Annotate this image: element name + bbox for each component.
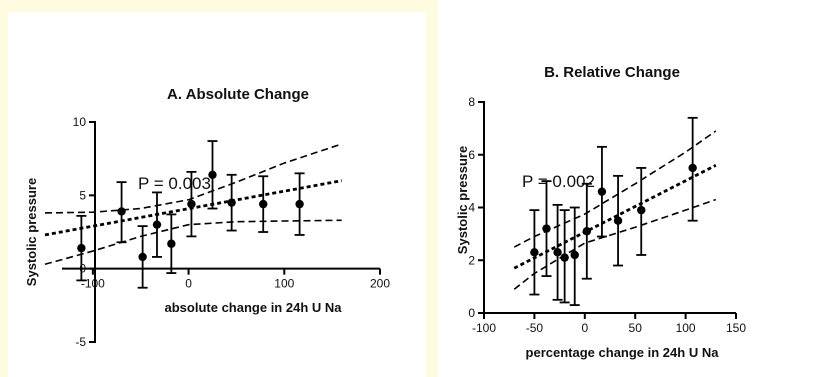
chart-a-data-point (259, 199, 268, 209)
chart-a-y-tick-label: 5 (79, 188, 86, 202)
chart-b-data-point (637, 205, 646, 215)
chart-a-data-point (117, 207, 126, 216)
chart-b-ci-upper-line (513, 130, 717, 248)
chart-panel-b: B. Relative Change Systolic pressure per… (437, 0, 817, 377)
chart-b-data-point (560, 253, 569, 262)
chart-b-data-point (530, 248, 539, 257)
chart-b-data-point (553, 248, 562, 257)
chart-b-svg: B. Relative Change Systolic pressure per… (455, 64, 746, 360)
chart-a-data-point (208, 170, 217, 179)
chart-b-x-tick-label: 50 (629, 321, 643, 335)
chart-a-ci-lower-line (44, 219, 342, 266)
chart-a-data-point (77, 243, 86, 253)
chart-b-data-point (542, 224, 551, 233)
chart-b-y-tick-label: 8 (468, 95, 475, 109)
chart-a-y-tick-label: 10 (73, 115, 87, 129)
chart-b-x-tick-label: 150 (726, 321, 746, 335)
chart-a-x-tick-label: -100 (81, 277, 105, 291)
chart-a-y-tick-label: 0 (79, 262, 86, 276)
chart-a-p-value: P = 0.003 (138, 174, 211, 193)
chart-b-data-point (582, 227, 592, 236)
chart-b-x-tick-label: -50 (526, 321, 544, 335)
chart-b-p-value: P = 0.002 (522, 172, 595, 191)
chart-panel-a: A. Absolute Change Systolic pressure abs… (8, 12, 426, 377)
chart-b-x-tick-label: -100 (472, 321, 496, 335)
chart-a-y-tick-label: -5 (75, 335, 86, 349)
chart-a-x-tick-label: 0 (185, 277, 192, 291)
chart-b-y-tick-label: 2 (468, 253, 475, 267)
chart-a-ylabel: Systolic pressure (24, 178, 39, 286)
chart-b-data-point (688, 163, 697, 173)
chart-b-y-tick-label: 6 (468, 148, 475, 162)
chart-a-ci-upper-line (44, 143, 342, 214)
chart-a-xlabel: absolute change in 24h U Na (165, 300, 343, 315)
chart-b-y-tick-label: 4 (468, 201, 475, 215)
chart-b-data-point (613, 216, 623, 225)
chart-b-data-point (597, 187, 607, 196)
chart-b-xlabel: percentage change in 24h U Na (526, 345, 720, 360)
chart-a-data-point (167, 239, 176, 248)
chart-a-data-point (187, 199, 196, 209)
chart-a-title: A. Absolute Change (167, 86, 309, 103)
chart-a-x-tick-label: 100 (274, 277, 294, 291)
chart-a-data-point (138, 252, 147, 262)
chart-b-x-tick-label: 100 (676, 321, 696, 335)
chart-a-data-point (227, 198, 236, 207)
chart-a-x-tick-label: 200 (370, 277, 390, 291)
chart-b-fit-line (513, 164, 717, 270)
chart-b-title: B. Relative Change (544, 64, 680, 81)
chart-b-ci-lower-line (513, 198, 717, 290)
chart-b-x-tick-label: 0 (581, 321, 588, 335)
chart-b-y-tick-label: 0 (468, 306, 475, 320)
chart-a-data-point (295, 199, 304, 209)
chart-b-data-point (570, 250, 579, 260)
chart-a-data-point (152, 220, 162, 229)
chart-b-ylabel: Systolic pressure (455, 146, 470, 254)
chart-a-svg: A. Absolute Change Systolic pressure abs… (24, 86, 390, 349)
